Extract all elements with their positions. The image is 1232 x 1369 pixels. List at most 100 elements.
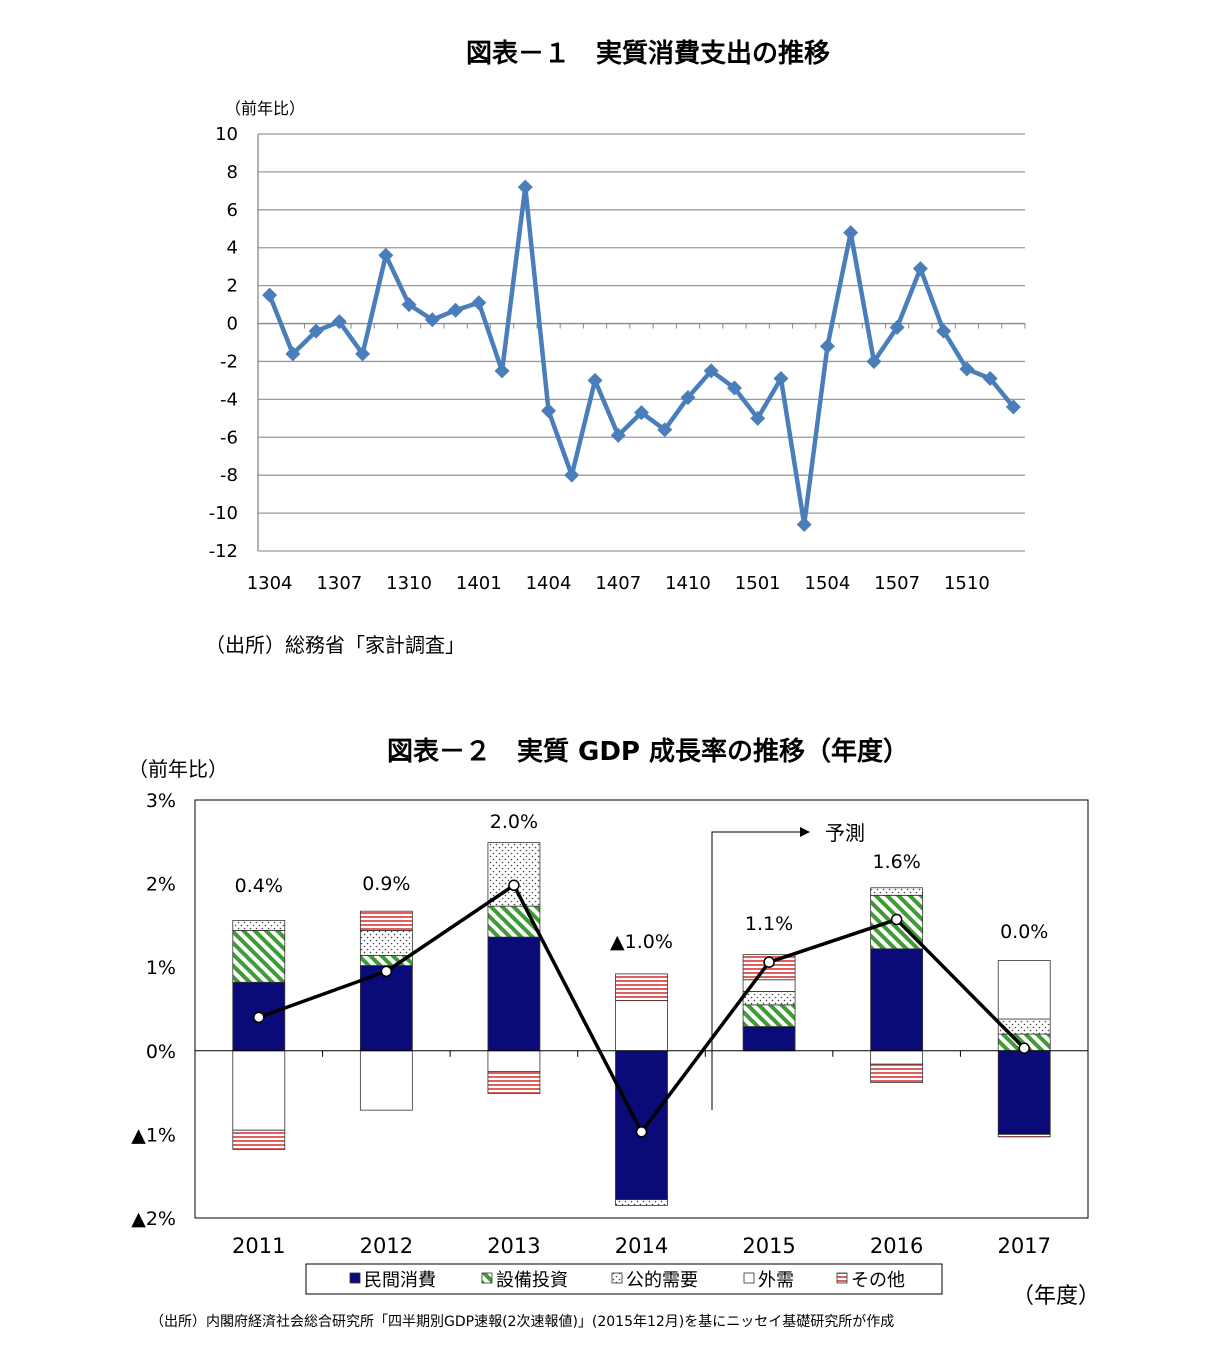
legend-label: その他: [851, 1270, 905, 1291]
legend-frame: [305, 1263, 943, 1295]
bar-segment-net-exports: [487, 1050, 541, 1073]
y-tick-label: 2%: [146, 874, 176, 896]
bar-segment-public-demand: [870, 887, 924, 896]
data-point-marker: [819, 338, 835, 354]
x-tick-label: 1401: [456, 573, 502, 594]
data-point-marker: [936, 323, 952, 339]
x-tick-label: 1501: [735, 573, 781, 594]
x-tick-label: 1410: [665, 573, 711, 594]
data-point-marker: [889, 319, 905, 335]
bar-segment-other: [232, 1129, 286, 1150]
chart1-y-ticks: 10 8 6 4 2 0 -2 -4 -6 -8 -10 -12: [209, 124, 238, 562]
data-point-marker: [703, 363, 719, 379]
x-tick-label: 2012: [360, 1234, 413, 1258]
bar-segment-net-exports: [615, 1000, 668, 1052]
chart2-title: 図表－２ 実質 GDP 成長率の推移（年度）: [387, 736, 909, 767]
total-growth-marker: [1018, 1042, 1030, 1055]
data-point-marker: [982, 371, 998, 387]
y-tick-label: 2: [227, 276, 238, 297]
bar-segment-capex: [742, 1004, 796, 1027]
chart2-bars: [232, 842, 1051, 1206]
y-tick-label: 0: [227, 314, 238, 335]
chart2-total-line: [253, 879, 1030, 1138]
data-point-marker: [424, 312, 440, 328]
data-point-marker: [796, 516, 812, 532]
data-point-marker: [355, 346, 371, 362]
growth-data-label: 0.4%: [235, 875, 283, 897]
data-point-marker: [657, 422, 673, 438]
total-growth-marker: [253, 1011, 265, 1024]
data-point-marker: [448, 302, 464, 318]
bar-segment-public-demand: [232, 919, 286, 931]
chart2-source: （出所）内閣府経済社会総合研究所「四半期別GDP速報(2次速報値)」(2015年…: [150, 1313, 894, 1330]
x-tick-label: 2011: [232, 1234, 285, 1258]
y-tick-label: 8: [227, 162, 238, 183]
y-tick-label: -12: [209, 541, 238, 562]
bar-segment-public-demand: [742, 991, 796, 1006]
x-tick-label: 1304: [247, 573, 293, 594]
legend-label: 外需: [758, 1270, 794, 1291]
data-point-marker: [959, 361, 975, 377]
bar-segment-private-consumption: [870, 948, 924, 1052]
forecast-arrow-icon: [800, 827, 810, 837]
bar-segment-private-consumption: [615, 1050, 668, 1201]
x-tick-label: 1510: [944, 573, 990, 594]
data-point-marker: [378, 247, 394, 263]
chart2-forecast-marker: 予測: [711, 821, 865, 1110]
bar-segment-net-exports: [359, 1050, 413, 1111]
chart2-plot-frame: [194, 799, 1089, 1219]
data-point-marker: [610, 427, 626, 443]
total-growth-marker: [890, 913, 903, 926]
legend-swatch: [349, 1272, 361, 1284]
data-point-marker: [308, 323, 324, 339]
forecast-bracket-line: [711, 831, 800, 1110]
y-tick-label: -4: [220, 389, 238, 410]
bar-segment-public-demand: [615, 1199, 668, 1206]
forecast-label: 予測: [825, 821, 865, 845]
data-point-marker: [564, 467, 580, 483]
growth-data-label: 1.1%: [745, 913, 793, 935]
legend-swatch: [743, 1272, 755, 1284]
data-point-marker: [680, 389, 696, 405]
chart1: 図表－１ 実質消費支出の推移 （前年比） 10 8 6 4 2 0 -2 -4 -6 -8 -10 -…: [205, 38, 1026, 657]
bar-segment-other: [997, 1134, 1051, 1138]
chart1-ylabel: （前年比）: [225, 99, 305, 118]
y-tick-label: 1%: [146, 957, 176, 979]
data-point-marker: [912, 261, 928, 277]
growth-data-label: ▲1.0%: [610, 931, 673, 953]
data-point-marker: [750, 410, 766, 426]
y-tick-label: 3%: [146, 790, 176, 812]
data-point-marker: [401, 297, 417, 313]
bar-segment-private-consumption: [997, 1050, 1051, 1135]
legend-label: 民間消費: [364, 1270, 436, 1291]
data-point-marker: [471, 295, 487, 311]
data-point-marker: [517, 179, 533, 195]
legend-swatch: [481, 1272, 493, 1284]
data-point-marker: [262, 287, 278, 303]
data-point-marker: [634, 405, 649, 421]
x-tick-label: 1504: [805, 573, 851, 594]
bar-segment-public-demand: [359, 930, 413, 956]
y-tick-label: 6: [227, 200, 238, 221]
chart2-xlabel: （年度）: [1012, 1284, 1100, 1309]
data-point-marker: [843, 225, 859, 241]
y-tick-label: ▲1%: [131, 1124, 176, 1146]
y-tick-label: 10: [215, 124, 238, 145]
chart2-data-labels: 0.4% 0.9% 2.0% ▲1.0% 1.1% 1.6% 0.0%: [235, 811, 1049, 953]
y-tick-label: ▲2%: [131, 1208, 176, 1230]
chart2-y-ticks: 3% 2% 1% 0% ▲1% ▲2%: [131, 790, 176, 1230]
y-tick-label: -10: [209, 503, 238, 524]
chart1-series: [262, 179, 1021, 532]
bar-segment-other: [359, 910, 413, 931]
growth-data-label: 0.0%: [1000, 921, 1048, 943]
data-point-marker: [726, 380, 742, 396]
bar-segment-capex: [232, 930, 286, 983]
legend-label: 公的需要: [626, 1270, 698, 1291]
total-growth-marker: [763, 956, 775, 968]
data-point-marker: [494, 363, 510, 379]
x-tick-label: 1404: [526, 573, 572, 594]
chart2-x-ticks: 2011 2012 2013 2014 2015 2016 2017: [232, 1234, 1051, 1258]
chart2-ylabel: （前年比）: [128, 757, 228, 781]
y-tick-label: 0%: [146, 1041, 176, 1063]
